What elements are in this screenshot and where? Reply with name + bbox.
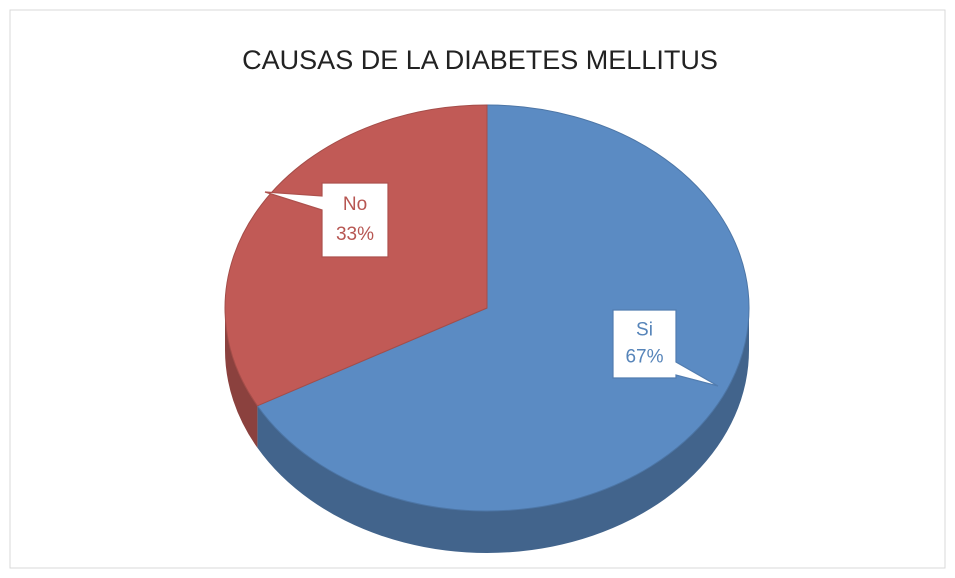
chart-title: CAUSAS DE LA DIABETES MELLITUS	[242, 45, 718, 75]
slice-side	[225, 308, 258, 448]
pie: Si 67% No 33%	[224, 104, 750, 554]
data-label-box	[612, 309, 719, 387]
slice	[256, 104, 750, 512]
data-label-value: 67%	[625, 347, 663, 368]
data-label-box	[264, 182, 389, 258]
data-label-category: Si	[636, 319, 653, 340]
slice-side	[257, 308, 749, 554]
data-label-category: No	[343, 194, 367, 215]
data-label-value: 33%	[336, 224, 374, 245]
